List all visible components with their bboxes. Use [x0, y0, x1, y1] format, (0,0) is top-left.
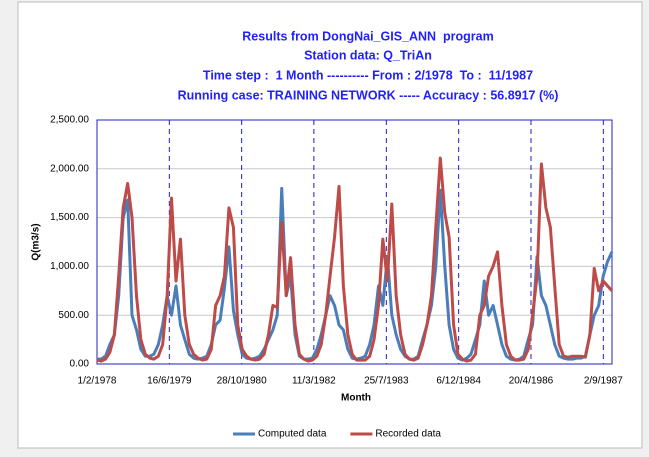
x-axis-label: Month	[341, 393, 371, 404]
y-tick-label: 1,500.00	[50, 212, 89, 223]
x-tick-label: 16/6/1979	[147, 376, 192, 387]
y-tick-label: 1,000.00	[50, 261, 89, 272]
y-tick-label: 2,500.00	[50, 115, 89, 126]
x-tick-label: 2/9/1987	[584, 376, 623, 387]
y-axis-label: Q(m3/s)	[31, 223, 42, 260]
chart-title: Station data: Q_TriAn	[304, 48, 432, 62]
y-tick-label: 0.00	[70, 359, 90, 370]
x-tick-label: 1/2/1978	[78, 376, 117, 387]
y-tick-label: 2,000.00	[50, 163, 89, 174]
x-tick-label: 25/7/1983	[364, 376, 409, 387]
chart-title: Running case: TRAINING NETWORK ----- Acc…	[178, 88, 559, 102]
chart-title: Results from DongNai_GIS_ANN program	[242, 29, 493, 43]
x-tick-label: 11/3/1982	[292, 376, 336, 387]
x-tick-label: 6/12/1984	[436, 376, 481, 387]
x-tick-label: 20/4/1986	[509, 376, 554, 387]
chart-title: Time step : 1 Month ---------- From : 2/…	[203, 68, 533, 82]
x-tick-label: 28/10/1980	[217, 376, 267, 387]
legend-label: Computed data	[258, 429, 327, 440]
data-line	[96, 156, 614, 363]
legend-label: Recorded data	[375, 429, 441, 440]
y-tick-label: 500.00	[58, 310, 89, 321]
